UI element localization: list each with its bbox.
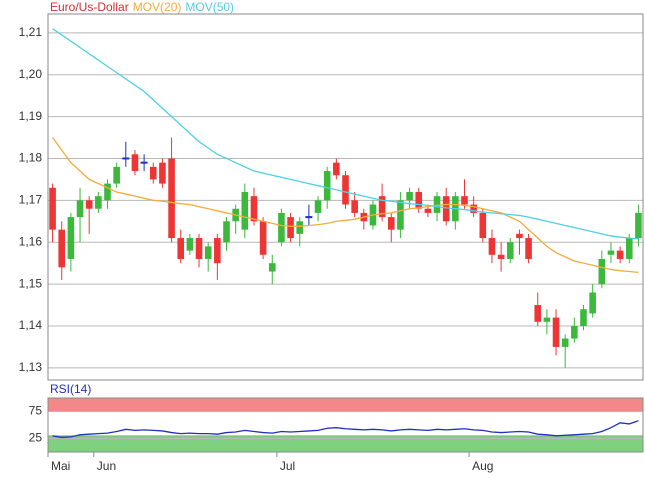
- candle-body: [589, 292, 596, 314]
- candle-body: [598, 258, 606, 285]
- candle-body: [351, 200, 358, 213]
- x-tick-label: Aug: [472, 459, 493, 473]
- candle-body: [278, 212, 285, 243]
- y-tick-label: 1,21: [19, 25, 43, 39]
- candle-body: [378, 196, 386, 218]
- candle-body: [580, 309, 587, 326]
- candle-body: [342, 175, 349, 205]
- candle-body: [214, 238, 221, 264]
- candle-body: [76, 200, 84, 218]
- candle-body: [616, 250, 624, 259]
- candle-body: [223, 221, 230, 243]
- candle-body: [314, 200, 322, 213]
- candle-body: [552, 317, 560, 347]
- candle-body: [406, 191, 413, 201]
- candle-body: [516, 233, 523, 239]
- candle-body: [561, 338, 569, 347]
- panel-title: RSI(14): [50, 382, 91, 396]
- candle-body: [195, 238, 203, 259]
- y-tick-label: 1,15: [19, 276, 43, 290]
- candle-body: [149, 166, 157, 180]
- y-tick-label: 1,14: [19, 318, 43, 332]
- candle-body: [296, 221, 304, 234]
- y-tick-label: 1,18: [19, 151, 43, 165]
- x-tick-label: Jun: [97, 459, 116, 473]
- y-tick-label: 1,13: [19, 360, 43, 374]
- candle-body: [49, 187, 56, 230]
- legend-entry: Euro/Us-Dollar: [50, 0, 129, 14]
- y-tick-label: 1,20: [19, 67, 43, 81]
- y-tick-label: 1,16: [19, 234, 43, 248]
- candle-body: [323, 171, 331, 201]
- candle-body: [497, 254, 505, 259]
- candle-body: [625, 238, 633, 259]
- plot-frame: [47, 397, 644, 453]
- x-tick-label: Mai: [51, 459, 70, 473]
- legend-entry: MOV(50): [185, 0, 234, 14]
- candle-body: [488, 238, 496, 255]
- x-tick-label: Jul: [280, 459, 295, 473]
- candle-body: [104, 183, 111, 201]
- y-tick-label: 25: [29, 431, 43, 445]
- candle-body: [204, 246, 212, 259]
- candle-body: [470, 204, 477, 213]
- candle-body: [58, 229, 66, 268]
- candle-body: [67, 217, 75, 259]
- candle-body: [268, 263, 276, 272]
- y-tick-label: 1,19: [19, 109, 43, 123]
- candle-body: [250, 196, 258, 222]
- candle-body: [534, 305, 542, 322]
- candle-body: [397, 200, 404, 230]
- candle-body: [543, 317, 551, 322]
- rsi-band: [47, 397, 644, 412]
- candle-body: [442, 196, 450, 222]
- candle-body: [113, 166, 120, 184]
- line-series: [52, 137, 639, 274]
- y-tick-label: 1,17: [19, 193, 43, 207]
- candle-body: [159, 162, 166, 184]
- candle-body: [433, 196, 441, 213]
- candle-body: [387, 217, 395, 230]
- legend-entry: MOV(20): [133, 0, 182, 14]
- candle-body: [506, 242, 514, 259]
- candle-body: [186, 238, 194, 251]
- candle-body: [415, 191, 423, 209]
- legend: Euro/Us-Dollar MOV(20) MOV(50): [50, 0, 234, 14]
- candle-body: [479, 212, 487, 239]
- candle-body: [571, 325, 578, 339]
- candle-body: [85, 200, 93, 209]
- line-series: [52, 420, 639, 439]
- y-tick-label: 75: [29, 404, 43, 418]
- candle-body: [424, 208, 432, 213]
- candle-body: [635, 212, 642, 239]
- candle-body: [168, 158, 175, 239]
- candle-body: [287, 217, 294, 239]
- candle-body: [525, 238, 532, 259]
- candle-body: [241, 191, 249, 230]
- candle-body: [131, 154, 139, 172]
- candle-body: [461, 196, 468, 205]
- line-series: [52, 28, 639, 240]
- candle-body: [259, 221, 267, 255]
- plot-frame: [47, 13, 644, 381]
- candle-body: [95, 196, 102, 209]
- candle-body: [607, 250, 615, 255]
- candle-body: [333, 162, 340, 176]
- candle-body: [177, 238, 185, 259]
